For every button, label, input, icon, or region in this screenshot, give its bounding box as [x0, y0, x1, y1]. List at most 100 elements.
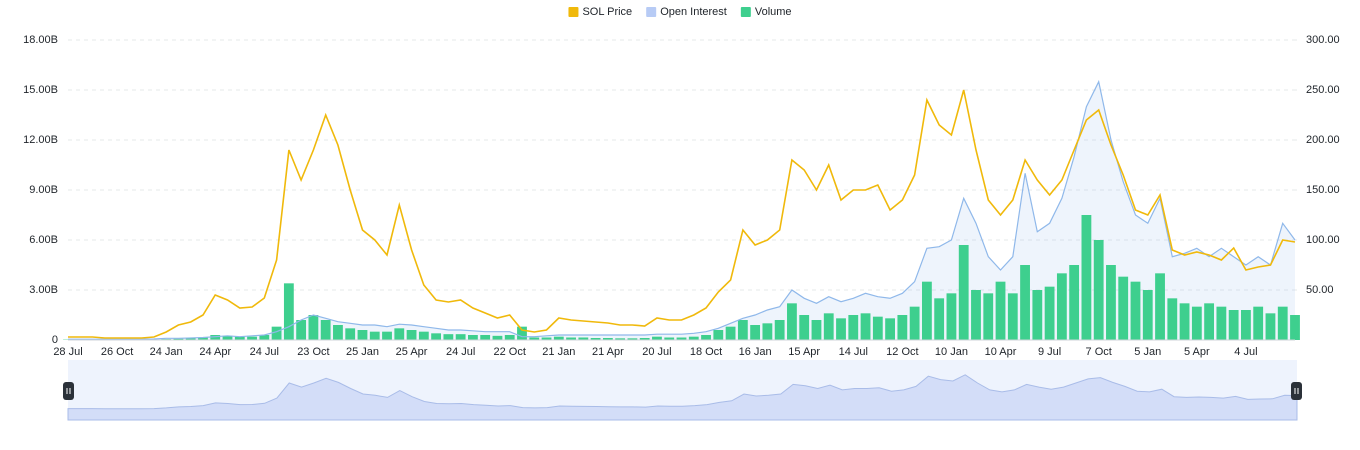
- plot: [63, 39, 1300, 421]
- y-tick-label: 3.00B: [29, 284, 58, 296]
- x-tick-label: 12 Oct: [886, 346, 918, 358]
- bar: [823, 313, 834, 340]
- line: [68, 79, 1296, 340]
- bar: [897, 315, 908, 340]
- bar: [1265, 313, 1276, 340]
- y2-tick-label: 150.00: [1306, 184, 1340, 196]
- x-tick-label: 15 Apr: [788, 346, 820, 358]
- bar: [688, 336, 699, 340]
- bar: [1228, 310, 1239, 340]
- legend-label: Volume: [755, 6, 792, 18]
- y-tick-label: 6.00B: [29, 234, 58, 246]
- bar: [921, 281, 932, 340]
- bar: [1069, 265, 1080, 340]
- bar: [639, 338, 650, 340]
- bar: [750, 325, 761, 340]
- bar: [909, 306, 920, 340]
- bar: [860, 313, 871, 340]
- bar: [971, 290, 981, 340]
- bar: [615, 338, 626, 340]
- bar: [1044, 286, 1055, 340]
- bar: [173, 338, 184, 340]
- bar: [787, 303, 797, 340]
- bar: [1179, 303, 1190, 340]
- bar: [541, 337, 552, 340]
- bar: [627, 338, 638, 340]
- bar: [406, 330, 417, 340]
- bar: [762, 323, 773, 340]
- legend: SOL Price Open Interest Volume: [568, 6, 792, 18]
- bar: [713, 330, 724, 340]
- x-tick-label: 25 Jan: [346, 346, 379, 358]
- bar: [958, 245, 969, 340]
- bar: [480, 335, 491, 340]
- x-tick-label: 24 Jan: [150, 346, 183, 358]
- bar: [296, 320, 307, 340]
- x-tick-label: 28 Jul: [53, 346, 82, 358]
- bar: [357, 330, 368, 340]
- bar: [517, 326, 527, 340]
- y-tick-label: 15.00B: [23, 84, 58, 96]
- handle-grip: [66, 388, 1299, 394]
- x-tick-label: 20 Jul: [642, 346, 671, 358]
- bar: [885, 318, 895, 340]
- bar: [247, 336, 257, 340]
- bar: [1118, 276, 1129, 340]
- bar: [1032, 290, 1043, 340]
- legend-label: Open Interest: [660, 6, 727, 18]
- bar: [271, 326, 282, 340]
- bar: [1191, 306, 1202, 340]
- bar: [590, 338, 601, 340]
- line: [68, 89, 1296, 339]
- bar: [934, 298, 945, 340]
- bar: [1277, 306, 1288, 340]
- bar: [234, 336, 245, 340]
- x-tick-label: 9 Jul: [1038, 346, 1061, 358]
- x-tick-label: 10 Apr: [985, 346, 1017, 358]
- bar: [382, 331, 392, 340]
- bar: [836, 318, 846, 340]
- bar: [1241, 310, 1251, 340]
- bar: [283, 283, 294, 340]
- bar: [1056, 273, 1067, 340]
- x-tick-label: 25 Apr: [396, 346, 428, 358]
- bar: [1093, 240, 1104, 340]
- y2-tick-label: 300.00: [1306, 34, 1340, 46]
- bar: [995, 281, 1006, 340]
- bar: [345, 328, 356, 340]
- legend-swatch: [740, 7, 751, 17]
- bar: [1020, 265, 1030, 340]
- bar: [222, 335, 233, 340]
- x-tick-label: 21 Apr: [592, 346, 624, 358]
- bar: [737, 320, 748, 340]
- navigator-handle[interactable]: [63, 382, 74, 400]
- bar: [553, 336, 564, 340]
- bar: [210, 335, 221, 340]
- x-tick-label: 7 Oct: [1086, 346, 1112, 358]
- bar: [946, 293, 957, 340]
- bar: [1130, 281, 1141, 340]
- bar: [468, 335, 478, 340]
- x-tick-label: 24 Jul: [446, 346, 475, 358]
- navigator-handle[interactable]: [1291, 382, 1302, 400]
- bar: [872, 316, 883, 340]
- y2-tick-label: 100.00: [1306, 234, 1340, 246]
- y2-tick-label: 50.00: [1306, 284, 1334, 296]
- x-tick-label: 21 Jan: [542, 346, 575, 358]
- bar: [799, 315, 810, 340]
- bar: [198, 337, 208, 340]
- x-tick-label: 5 Apr: [1184, 346, 1210, 358]
- x-tick-label: 22 Oct: [494, 346, 526, 358]
- bar: [676, 337, 687, 340]
- bar: [1007, 293, 1018, 340]
- y-tick-label: 9.00B: [29, 184, 58, 196]
- bar: [774, 320, 785, 340]
- x-tick-label: 24 Jul: [250, 346, 279, 358]
- bar: [1290, 315, 1300, 340]
- y-tick-label: 12.00B: [23, 134, 58, 146]
- bar: [259, 335, 270, 340]
- y2-tick-label: 200.00: [1306, 134, 1340, 146]
- bar: [1253, 306, 1264, 340]
- bar: [578, 337, 589, 340]
- x-tick-label: 14 Jul: [839, 346, 868, 358]
